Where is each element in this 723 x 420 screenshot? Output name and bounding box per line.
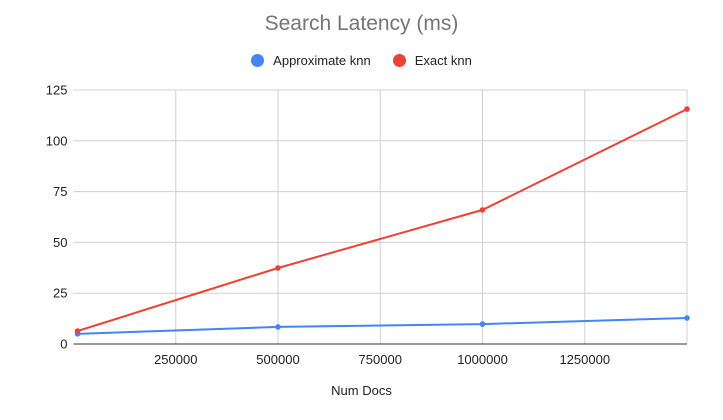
legend-label: Approximate knn (273, 53, 371, 68)
y-tick-label: 0 (60, 337, 67, 352)
legend-dot-icon (251, 54, 265, 67)
x-tick-label: 250000 (154, 352, 197, 367)
legend: Approximate knn Exact knn (0, 53, 723, 68)
y-tick-label: 100 (46, 133, 68, 148)
legend-label: Exact knn (414, 53, 472, 68)
data-point (684, 315, 690, 321)
x-tick-label: 1250000 (559, 352, 610, 367)
legend-dot-icon (392, 54, 406, 67)
y-tick-label: 25 (53, 286, 67, 301)
y-tick-label: 125 (46, 83, 68, 98)
chart-title: Search Latency (ms) (264, 12, 459, 35)
data-point (684, 106, 690, 112)
data-point (479, 321, 486, 327)
y-tick-label: 75 (53, 184, 67, 199)
x-axis-label: Num Docs (331, 383, 392, 398)
y-tick-label: 50 (53, 235, 67, 250)
x-tick-label: 500000 (256, 352, 299, 367)
data-point (275, 265, 281, 271)
data-point (479, 207, 486, 213)
legend-item-approximate-knn[interactable]: Approximate knn (251, 53, 371, 68)
x-tick-label: 750000 (359, 352, 402, 367)
legend-item-exact-knn[interactable]: Exact knn (392, 53, 472, 68)
series-line (77, 108, 688, 332)
series-line (77, 316, 688, 335)
data-point (74, 328, 81, 334)
x-tick-label: 1000000 (457, 352, 508, 367)
data-point (275, 324, 281, 330)
